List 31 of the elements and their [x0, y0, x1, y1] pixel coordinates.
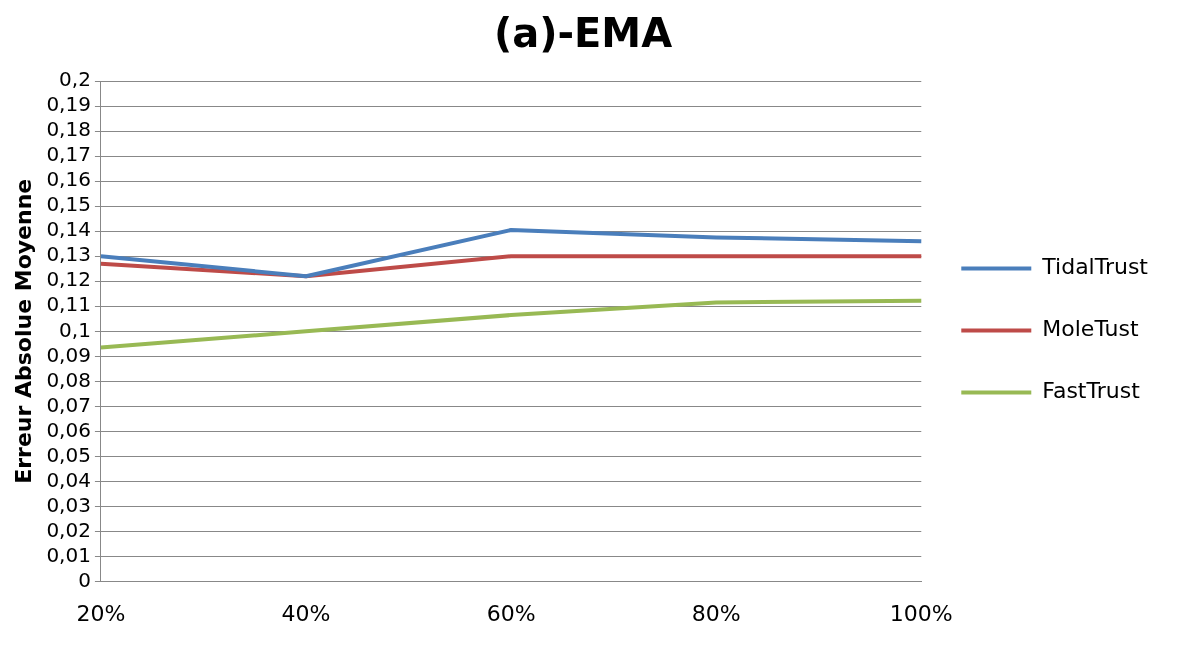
y-tick-label: 0,12: [46, 267, 91, 292]
y-tick-label: 0,18: [46, 117, 91, 142]
y-tick-label: 0,11: [46, 292, 91, 317]
y-tick-label: 0,14: [46, 217, 91, 242]
legend-label: FastTrust: [1042, 378, 1141, 404]
y-tick-label: 0: [78, 567, 91, 592]
y-tick-label: 0,07: [46, 392, 91, 417]
y-tick-label: 0,15: [46, 192, 91, 217]
y-tick-label: 0,04: [46, 467, 91, 492]
x-tick-label: 20%: [76, 600, 126, 626]
y-axis-title: Erreur Absolue Moyenne: [10, 178, 36, 484]
x-tick-label: 60%: [486, 600, 536, 626]
y-tick-label: 0,19: [46, 92, 91, 117]
legend-label: TidalTrust: [1041, 254, 1149, 280]
x-tick-label: 40%: [281, 600, 331, 626]
y-tick-label: 0,13: [46, 242, 91, 267]
y-tick-label: 0,08: [46, 367, 91, 392]
y-tick-label: 0,17: [46, 142, 91, 167]
y-tick-label: 0,02: [46, 517, 91, 542]
y-tick-label: 0,03: [46, 492, 91, 517]
y-tick-label: 0,09: [46, 342, 91, 367]
y-tick-label: 0,2: [59, 67, 91, 92]
x-tick-label: 100%: [889, 600, 953, 626]
legend-label: MoleTust: [1042, 316, 1139, 342]
y-tick-label: 0,06: [46, 417, 91, 442]
y-tick-label: 0,16: [46, 167, 91, 192]
chart-title: (a)-EMA: [493, 10, 673, 57]
y-tick-label: 0,1: [59, 317, 91, 342]
y-tick-label: 0,05: [46, 442, 91, 467]
x-tick-label: 80%: [691, 600, 741, 626]
y-tick-label: 0,01: [46, 542, 91, 567]
